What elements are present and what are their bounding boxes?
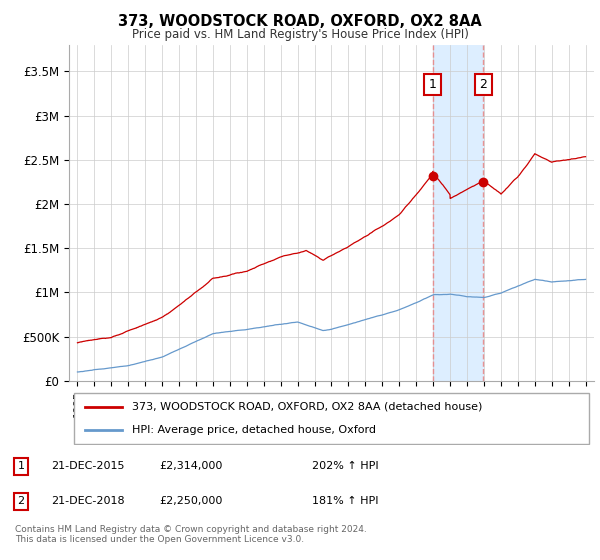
Text: HPI: Average price, detached house, Oxford: HPI: Average price, detached house, Oxfo… <box>132 425 376 435</box>
Text: 181% ↑ HPI: 181% ↑ HPI <box>312 496 379 506</box>
Text: 2: 2 <box>479 78 487 91</box>
Bar <box>433 45 484 381</box>
Text: Contains HM Land Registry data © Crown copyright and database right 2024.
This d: Contains HM Land Registry data © Crown c… <box>15 525 367 544</box>
Text: 202% ↑ HPI: 202% ↑ HPI <box>312 461 379 472</box>
Text: Price paid vs. HM Land Registry's House Price Index (HPI): Price paid vs. HM Land Registry's House … <box>131 28 469 41</box>
Text: 21-DEC-2015: 21-DEC-2015 <box>51 461 125 472</box>
Text: £2,314,000: £2,314,000 <box>159 461 223 472</box>
Text: 1: 1 <box>17 461 25 472</box>
Text: 1: 1 <box>428 78 437 91</box>
Text: 21-DEC-2018: 21-DEC-2018 <box>51 496 125 506</box>
FancyBboxPatch shape <box>74 393 589 444</box>
Text: 373, WOODSTOCK ROAD, OXFORD, OX2 8AA: 373, WOODSTOCK ROAD, OXFORD, OX2 8AA <box>118 14 482 29</box>
Text: 2: 2 <box>17 496 25 506</box>
Text: 373, WOODSTOCK ROAD, OXFORD, OX2 8AA (detached house): 373, WOODSTOCK ROAD, OXFORD, OX2 8AA (de… <box>132 402 482 412</box>
Text: £2,250,000: £2,250,000 <box>159 496 223 506</box>
